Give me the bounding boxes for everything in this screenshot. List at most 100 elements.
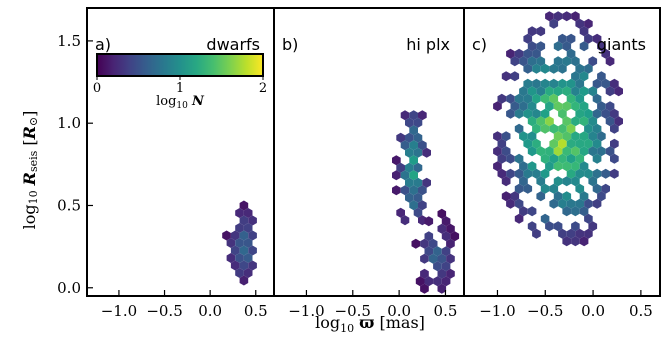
- hexbin-cell: [592, 183, 602, 194]
- hexbin-cell: [601, 108, 610, 119]
- hexbin-cell: [558, 198, 567, 209]
- x-axis-ticks: −1.0 −0.5 0.0 0.5: [479, 290, 653, 320]
- hexbin-cell: [553, 176, 563, 187]
- hexbin-cell: [562, 11, 572, 22]
- hexbin-cell: [579, 161, 589, 172]
- hexbin-cell: [558, 153, 567, 164]
- hexbin-cell: [433, 276, 442, 287]
- hexbin-cell: [571, 176, 580, 187]
- hexbin-cell: [510, 56, 520, 67]
- hexbin-cell: [549, 18, 559, 29]
- hexbin-cell: [540, 108, 550, 119]
- hexbin-cell: [514, 123, 524, 134]
- y-axis-ticks: 0.0 0.5 1.0 1.5: [57, 32, 93, 297]
- hexbin-cell: [501, 176, 511, 187]
- hexbin-cell: [597, 191, 606, 202]
- hexbin-cell: [579, 116, 589, 127]
- hexbin-cell: [413, 117, 423, 128]
- hexbin-cell: [441, 231, 451, 242]
- hexbin-cell: [437, 223, 447, 234]
- hexbin-cell: [230, 245, 240, 256]
- hexbin-cell: [562, 161, 572, 172]
- hexbin-cell: [571, 101, 580, 112]
- hexbin-cell: [579, 41, 589, 52]
- hexbin-cell: [562, 146, 572, 157]
- hexbin-cell: [409, 185, 418, 196]
- hexbin-cell: [446, 268, 455, 279]
- y-tick-label: 0.0: [57, 279, 81, 297]
- hexbin-cell: [493, 146, 502, 157]
- hexbin-cell: [497, 93, 507, 104]
- hexbin-cell: [549, 198, 559, 209]
- hexbin-cell: [549, 123, 559, 134]
- hexbin-cell: [405, 162, 414, 173]
- x-tick-label: −1.0: [101, 302, 137, 320]
- panel-tag: a): [95, 35, 111, 54]
- colorbar-tick-label: 2: [259, 81, 267, 96]
- hexbin-cell: [413, 132, 423, 143]
- hexbin-cell: [579, 206, 589, 217]
- hexbin-cell: [532, 48, 541, 59]
- hexbin-cell: [579, 131, 589, 142]
- hexbin-cell: [553, 191, 563, 202]
- hexbin-cell: [506, 198, 515, 209]
- hexbin-cell: [597, 71, 606, 82]
- hexbin-cell: [514, 168, 524, 179]
- hexbin-cell: [532, 168, 541, 179]
- hexbin-cell: [418, 200, 427, 211]
- hexbin-cell: [424, 231, 434, 242]
- x-tick-label: −0.5: [527, 302, 563, 320]
- hexbin-cell: [405, 132, 414, 143]
- hexbin-cell: [400, 185, 410, 196]
- hexbin-cell: [392, 155, 401, 166]
- hexbin-cell: [527, 26, 537, 37]
- hexbin-cell: [597, 131, 606, 142]
- hexbin-cell: [400, 140, 410, 151]
- hexbin-cell: [545, 101, 554, 112]
- hexbin-cell: [575, 168, 585, 179]
- hexbin-cell: [441, 261, 451, 272]
- hexbin-cell: [400, 170, 410, 181]
- hexbin-cell: [243, 238, 253, 248]
- hexbin-cell: [562, 56, 572, 67]
- hexbin-cell: [510, 71, 520, 82]
- hexbin-cell: [446, 253, 455, 264]
- colorbar: 0 1 2 log10 N: [93, 53, 267, 111]
- hexbin-cell: [579, 71, 589, 82]
- hexbin-cell: [592, 78, 602, 89]
- hexbin-cell: [536, 86, 546, 97]
- hexbin-cell: [614, 86, 623, 97]
- hexbin-cell: [553, 131, 563, 142]
- hexbin-cell: [562, 116, 572, 127]
- hexbin-cell: [545, 161, 554, 172]
- hexbin-cell: [248, 230, 257, 241]
- hexbin-cell: [409, 200, 418, 211]
- svg-text:log10 Rseis [R⊙]: log10 Rseis [R⊙]: [20, 111, 41, 230]
- hexbin-cell: [413, 207, 423, 218]
- hexbin-cell: [527, 221, 537, 232]
- y-tick-label: 0.5: [57, 196, 81, 214]
- hexbin-cell: [523, 93, 533, 104]
- hexbin-cell: [575, 198, 585, 209]
- hexbin-cell: [497, 168, 507, 179]
- hexbin-cell: [566, 153, 576, 164]
- hexbin-cell: [527, 206, 537, 217]
- hexbin-cell: [230, 230, 240, 241]
- hexbin-cell: [523, 78, 533, 89]
- hexbin-cell: [597, 146, 606, 157]
- svg-text:log10 ϖ [mas]: log10 ϖ [mas]: [315, 313, 425, 335]
- hexbin-cell: [558, 63, 567, 74]
- hexbin-cell: [239, 275, 249, 286]
- hexbin-cell: [536, 26, 546, 37]
- hexbin-cell: [610, 138, 619, 149]
- hexbin-cell: [506, 93, 515, 104]
- hexbin-cell: [424, 216, 434, 227]
- hexbin-cell: [527, 56, 537, 67]
- hexbin-cell: [437, 268, 447, 279]
- hexbin-cell: [248, 245, 257, 256]
- hexbin-cell: [536, 116, 546, 127]
- hexbin-cell: [540, 153, 550, 164]
- hexbin-cell: [239, 230, 249, 241]
- hexbin-cell: [405, 177, 414, 188]
- hexbin-cell: [605, 146, 615, 157]
